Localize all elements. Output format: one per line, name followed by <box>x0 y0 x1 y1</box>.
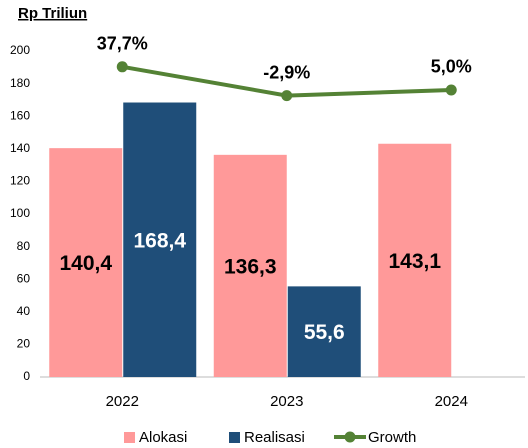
y-tick-label: 200 <box>10 43 30 57</box>
bar <box>123 102 197 378</box>
data-label: -2,9% <box>263 62 310 82</box>
x-tick-label: 2024 <box>435 393 468 410</box>
y-tick-label: 140 <box>10 141 30 155</box>
legend-swatch <box>124 432 135 443</box>
data-label: 168,4 <box>133 229 186 252</box>
bar <box>49 148 123 377</box>
data-label: 136,3 <box>224 255 277 278</box>
data-label: 143,1 <box>388 250 441 273</box>
growth-marker <box>281 90 293 102</box>
bar <box>287 286 361 377</box>
data-label: 55,6 <box>304 321 345 344</box>
y-tick-label: 0 <box>23 369 30 383</box>
bar <box>378 143 452 377</box>
y-tick-label: 40 <box>17 304 31 318</box>
growth-marker <box>116 61 128 73</box>
legend-swatch <box>229 432 240 443</box>
data-label: 37,7% <box>97 34 148 54</box>
data-label: 5,0% <box>431 57 472 77</box>
y-tick-label: 60 <box>17 271 31 285</box>
legend-label: Realisasi <box>244 429 305 446</box>
y-tick-label: 160 <box>10 108 30 122</box>
y-tick-label: 80 <box>17 239 31 253</box>
x-tick-label: 2022 <box>106 393 139 410</box>
chart-title: Rp Triliun <box>18 5 87 22</box>
data-label: 140,4 <box>59 252 112 275</box>
y-tick-label: 20 <box>17 337 31 351</box>
legend-label: Alokasi <box>139 429 187 446</box>
y-tick-label: 100 <box>10 206 30 220</box>
y-tick-label: 180 <box>10 76 30 90</box>
y-tick-label: 120 <box>10 174 30 188</box>
bar <box>213 154 287 377</box>
x-tick-label: 2023 <box>270 393 303 410</box>
growth-marker <box>445 84 457 96</box>
legend-swatch <box>344 431 356 443</box>
legend-label: Growth <box>368 429 416 446</box>
